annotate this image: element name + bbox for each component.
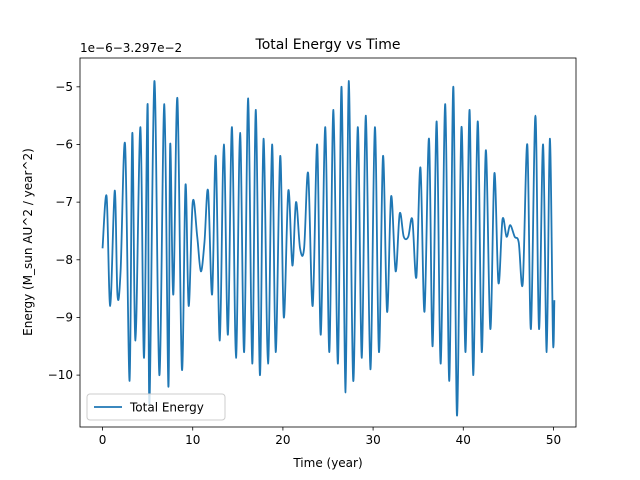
y-tick-label: −10	[48, 368, 73, 382]
x-tick-label: 30	[365, 433, 380, 447]
x-tick-label: 50	[546, 433, 561, 447]
chart-title: Total Energy vs Time	[255, 37, 401, 53]
y-tick-label: −7	[55, 195, 73, 209]
legend-box	[86, 393, 226, 421]
y-tick-label: −8	[55, 253, 73, 267]
legend: Total Energy	[86, 393, 226, 421]
x-tick-label: 20	[275, 433, 290, 447]
legend-label: Total Energy	[129, 401, 204, 415]
y-axis-label: Energy (M_sun AU^2 / year^2)	[21, 148, 35, 336]
x-axis-ticks: 0 10 20 30 40 50	[99, 427, 561, 447]
y-tick-label: −5	[55, 80, 73, 94]
y-offset-label: 1e−6−3.297e−2	[80, 41, 182, 55]
series-layer	[101, 80, 556, 417]
y-axis-ticks: −10 −9 −8 −7 −6 −5	[48, 80, 80, 382]
x-axis-label: Time (year)	[292, 456, 362, 470]
x-tick-label: 10	[185, 433, 200, 447]
x-tick-label: 40	[456, 433, 471, 447]
y-tick-label: −9	[55, 310, 73, 324]
y-tick-label: −6	[55, 137, 73, 151]
plot-frame	[79, 57, 577, 428]
total-energy-line	[101, 80, 556, 417]
x-tick-label: 0	[99, 433, 107, 447]
